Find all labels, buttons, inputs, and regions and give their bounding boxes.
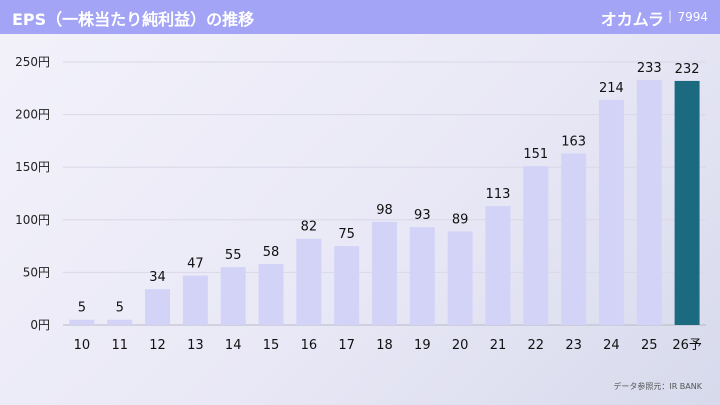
bar-value-label: 93 (414, 208, 431, 223)
bar (561, 153, 587, 325)
x-tick-label: 13 (187, 338, 204, 353)
bar (409, 227, 435, 325)
x-tick-label: 19 (414, 338, 431, 353)
bar-value-label: 58 (263, 245, 280, 260)
x-tick-label: 14 (225, 338, 242, 353)
x-tick-label: 10 (74, 338, 91, 353)
bar-value-label: 214 (599, 81, 624, 96)
bar-value-label: 89 (452, 212, 469, 227)
bar (296, 238, 322, 325)
page-title: EPS（一株当たり純利益）の推移 (12, 10, 255, 29)
x-tick-label: 22 (528, 338, 545, 353)
bar (107, 319, 133, 325)
x-tick-label: 16 (301, 338, 318, 353)
x-tick-label: 11 (111, 338, 128, 353)
bar-value-label: 34 (149, 270, 166, 285)
bar (636, 79, 662, 325)
y-tick-label: 100円 (15, 213, 50, 227)
x-tick-label: 18 (376, 338, 393, 353)
bar (69, 319, 95, 325)
company-name: オカムラ (600, 10, 664, 29)
bar-value-label: 163 (561, 135, 586, 150)
y-tick-label: 200円 (15, 108, 50, 122)
bar (598, 99, 624, 325)
bar-value-label: 5 (78, 301, 86, 316)
bar (334, 246, 360, 325)
bar (523, 166, 549, 325)
x-tick-label: 21 (490, 338, 507, 353)
data-source-note: データ参照元：IR BANK (613, 382, 702, 391)
x-tick-label: 12 (149, 338, 166, 353)
bar (258, 263, 284, 325)
x-tick-label: 25 (641, 338, 658, 353)
bar-value-label: 47 (187, 257, 204, 272)
bar (220, 267, 246, 325)
bar-value-label: 5 (116, 301, 124, 316)
bar-value-label: 113 (486, 187, 511, 202)
y-tick-label: 250円 (15, 55, 50, 69)
y-tick-label: 0円 (30, 318, 50, 332)
x-tick-label: 15 (263, 338, 280, 353)
x-tick-label: 23 (565, 338, 582, 353)
bar-value-label: 151 (523, 147, 548, 162)
header-bar: EPS（一株当たり純利益）の推移 オカムラ | 7994 (0, 0, 720, 34)
y-tick-label: 50円 (23, 265, 50, 279)
bar-value-label: 232 (675, 62, 700, 77)
header-separator: | (667, 9, 672, 23)
bar (182, 275, 208, 325)
bar (674, 80, 700, 325)
bar (447, 231, 473, 325)
stock-code: 7994 (677, 10, 708, 24)
bar-value-label: 55 (225, 248, 242, 263)
bar (145, 289, 171, 325)
x-tick-label: 20 (452, 338, 469, 353)
x-tick-label: 24 (603, 338, 620, 353)
x-tick-label: 26予 (672, 338, 702, 353)
bar-value-label: 75 (338, 227, 355, 242)
bar-value-label: 82 (301, 220, 318, 235)
bar (485, 206, 511, 325)
bar (372, 221, 397, 325)
x-tick-label: 17 (338, 338, 355, 353)
bar-value-label: 233 (637, 61, 662, 76)
y-tick-label: 150円 (15, 160, 50, 174)
bar-value-label: 98 (376, 203, 393, 218)
